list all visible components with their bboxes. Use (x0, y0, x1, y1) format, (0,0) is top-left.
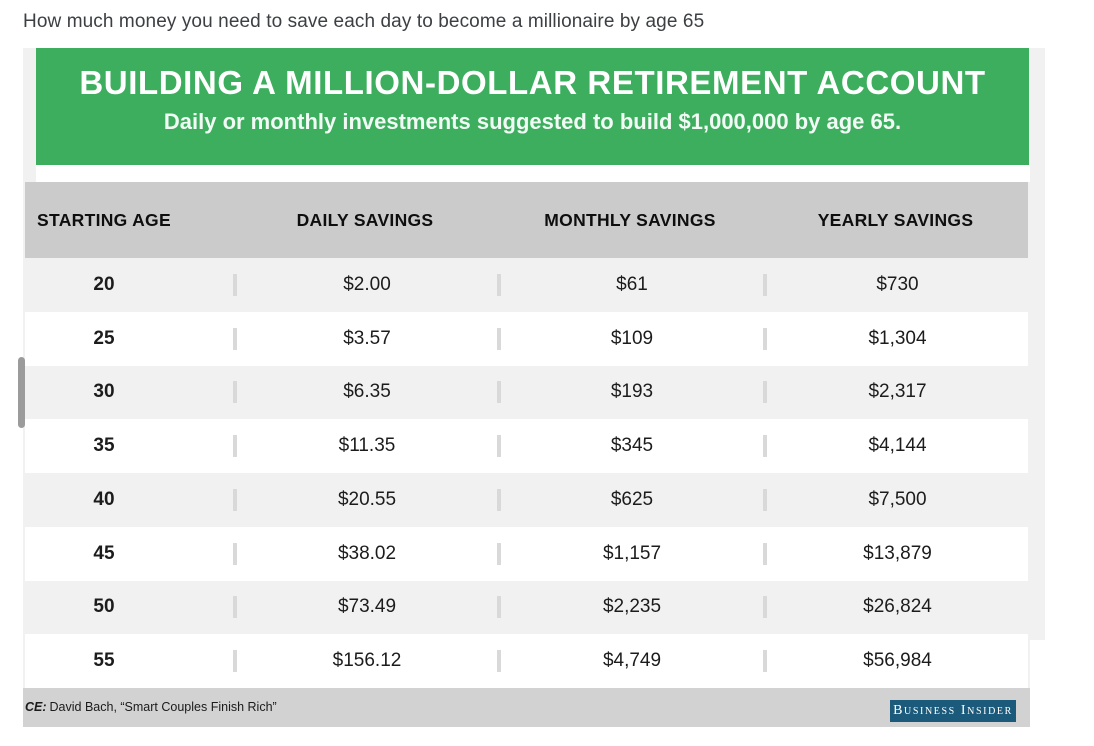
table-row: 35 $11.35 $345 $4,144 (25, 419, 1028, 473)
cell-starting-age: 25 (93, 327, 115, 349)
retirement-infographic: BUILDING A MILLION-DOLLAR RETIREMENT ACC… (23, 48, 1030, 727)
cell-yearly-savings: $56,984 (763, 650, 1028, 673)
source-text: David Bach, “Smart Couples Finish Rich” (49, 700, 277, 714)
cell-monthly-savings: $4,749 (497, 650, 763, 673)
cell-daily-savings: $20.55 (233, 488, 497, 511)
cell-starting-age: 20 (93, 273, 115, 295)
cell-yearly-savings: $1,304 (763, 327, 1028, 350)
table-row: 45 $38.02 $1,157 $13,879 (25, 526, 1028, 581)
infographic-subtitle: Daily or monthly investments suggested t… (163, 109, 902, 134)
graphic-right-margin (1030, 48, 1045, 640)
cell-yearly-savings: $2,317 (763, 381, 1028, 404)
cell-yearly-savings: $26,824 (763, 596, 1028, 619)
cell-yearly-savings: $730 (763, 273, 1028, 296)
table-row: 40 $20.55 $625 $7,500 (25, 473, 1028, 527)
cell-daily-savings: $73.49 (233, 596, 497, 619)
cell-daily-savings: $2.00 (233, 273, 497, 296)
table-body: 20 $2.00 $61 $730 25 $3.57 $109 $1,304 30 $6.35 $1… (25, 258, 1028, 688)
cell-monthly-savings: $345 (497, 435, 763, 458)
cell-starting-age: 55 (93, 650, 115, 672)
business-insider-logo: Business Insider (890, 700, 1016, 722)
cell-starting-age: 35 (93, 435, 115, 457)
column-header-starting-age: STARTING AGE (37, 209, 171, 230)
cell-starting-age: 40 (93, 488, 115, 510)
cell-monthly-savings: $61 (497, 273, 763, 296)
source-prefix: CE: (25, 700, 47, 714)
cell-monthly-savings: $193 (497, 381, 763, 404)
cell-yearly-savings: $4,144 (763, 435, 1028, 458)
table-row: 55 $156.12 $4,749 $56,984 (25, 634, 1028, 688)
infographic-title: BUILDING A MILLION-DOLLAR RETIREMENT ACC… (79, 64, 986, 101)
banner-table-gap (36, 165, 1030, 182)
cell-monthly-savings: $2,235 (497, 596, 763, 619)
column-header-yearly-savings: YEARLY SAVINGS (817, 209, 974, 230)
cell-yearly-savings: $7,500 (763, 488, 1028, 511)
cell-starting-age: 30 (93, 381, 115, 403)
page-caption: How much money you need to save each day… (23, 11, 705, 32)
table-row: 25 $3.57 $109 $1,304 (25, 311, 1028, 366)
cell-yearly-savings: $13,879 (763, 542, 1028, 565)
table-row: 50 $73.49 $2,235 $26,824 (25, 580, 1028, 635)
cell-starting-age: 50 (93, 596, 115, 618)
table-header-row: STARTING AGE DAILY SAVINGS MONTHLY SAVIN… (25, 182, 1028, 258)
infographic-footer: CE: David Bach, “Smart Couples Finish Ric… (23, 688, 1030, 727)
table-row: 30 $6.35 $193 $2,317 (25, 365, 1028, 420)
infographic-banner: BUILDING A MILLION-DOLLAR RETIREMENT ACC… (36, 48, 1029, 165)
cell-starting-age: 45 (93, 542, 115, 564)
cell-daily-savings: $11.35 (233, 435, 497, 458)
table-row: 20 $2.00 $61 $730 (25, 258, 1028, 312)
scrollbar-thumb[interactable] (18, 357, 25, 428)
column-header-monthly-savings: MONTHLY SAVINGS (544, 209, 716, 230)
column-header-daily-savings: DAILY SAVINGS (296, 209, 434, 230)
cell-daily-savings: $6.35 (233, 381, 497, 404)
cell-daily-savings: $156.12 (233, 650, 497, 673)
cell-monthly-savings: $109 (497, 327, 763, 350)
cell-monthly-savings: $625 (497, 488, 763, 511)
cell-daily-savings: $38.02 (233, 542, 497, 565)
cell-monthly-savings: $1,157 (497, 542, 763, 565)
source-credit: CE: David Bach, “Smart Couples Finish Ric… (25, 700, 277, 714)
cell-daily-savings: $3.57 (233, 327, 497, 350)
